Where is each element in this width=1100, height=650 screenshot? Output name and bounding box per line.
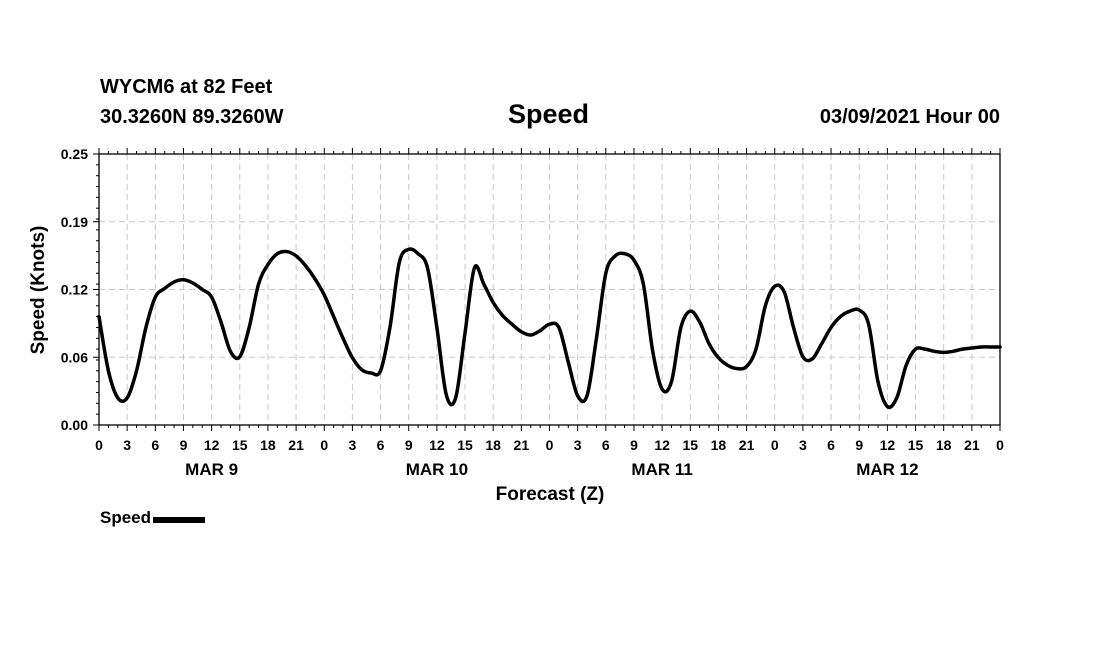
legend: Speed <box>100 508 206 528</box>
x-tick-label: 9 <box>630 437 638 453</box>
x-tick-label: 12 <box>204 437 220 453</box>
legend-swatch <box>153 517 206 523</box>
y-axis-label: Speed (Knots) <box>28 226 49 355</box>
x-tick-label: 3 <box>574 437 582 453</box>
chart-title: Speed <box>508 99 590 129</box>
forecast-date: 03/09/2021 Hour 00 <box>819 106 1000 128</box>
x-tick-label: 12 <box>654 437 670 453</box>
x-tick-label: 12 <box>429 437 445 453</box>
x-tick-label: 6 <box>827 437 835 453</box>
y-tick-label: 0.25 <box>61 146 88 162</box>
day-label: MAR 11 <box>631 460 692 479</box>
y-tick-label: 0.12 <box>61 282 88 298</box>
x-tick-label: 21 <box>964 437 980 453</box>
x-tick-label: 21 <box>739 437 755 453</box>
x-tick-label: 9 <box>855 437 863 453</box>
x-tick-label: 6 <box>602 437 610 453</box>
y-tick-label: 0.19 <box>61 214 88 230</box>
x-tick-label: 6 <box>377 437 385 453</box>
station-name: WYCM6 at 82 Feet <box>100 76 273 98</box>
y-tick-label: 0.06 <box>61 349 88 365</box>
x-tick-label: 9 <box>180 437 188 453</box>
station-coordinates: 30.3260N 89.3260W <box>100 106 284 128</box>
plot-frame <box>98 153 1001 426</box>
day-label: MAR 12 <box>856 460 918 479</box>
x-tick-label: 18 <box>485 437 501 453</box>
day-labels: MAR 9 MAR 10 MAR 11 MAR 12 <box>185 460 918 479</box>
x-tick-label: 3 <box>799 437 807 453</box>
x-tick-label: 6 <box>151 437 159 453</box>
x-tick-label: 0 <box>771 437 779 453</box>
x-tick-label: 3 <box>123 437 131 453</box>
x-tick-label: 15 <box>457 437 473 453</box>
x-tick-label: 9 <box>405 437 413 453</box>
day-label: MAR 10 <box>406 460 468 479</box>
x-tick-label: 15 <box>232 437 248 453</box>
y-tick-labels: 0.00 0.06 0.12 0.19 0.25 <box>61 146 88 433</box>
x-tick-label: 21 <box>288 437 304 453</box>
legend-label: Speed <box>100 508 152 527</box>
speed-series-line <box>97 247 1002 410</box>
x-tick-label: 15 <box>908 437 924 453</box>
x-tick-label: 0 <box>320 437 328 453</box>
x-tick-label: 0 <box>546 437 554 453</box>
y-tick-label: 0.00 <box>61 417 88 433</box>
x-tick-label: 21 <box>514 437 530 453</box>
x-axis-label: Forecast (Z) <box>496 484 605 505</box>
x-tick-label: 18 <box>711 437 727 453</box>
x-tick-label: 3 <box>349 437 357 453</box>
x-tick-label: 12 <box>880 437 896 453</box>
day-label: MAR 9 <box>185 460 238 479</box>
x-tick-label: 18 <box>936 437 952 453</box>
x-tick-label: 18 <box>260 437 276 453</box>
x-tick-label: 0 <box>996 437 1004 453</box>
grid <box>99 154 1000 425</box>
x-tick-label: 15 <box>682 437 698 453</box>
x-tick-labels: 0 3 6 9 12 15 18 21 0 3 6 9 12 15 18 21 0 3 6 9 12 15 18 21 0 3 6 9… <box>95 437 1004 453</box>
x-tick-label: 0 <box>95 437 103 453</box>
